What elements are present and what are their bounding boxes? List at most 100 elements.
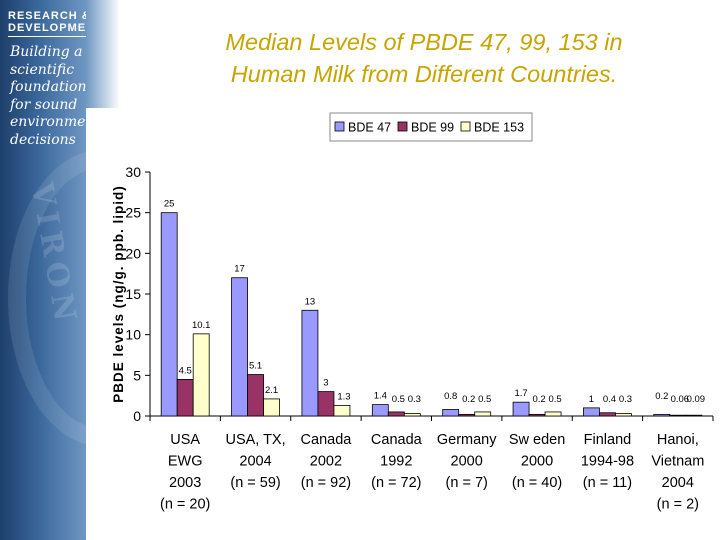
data-label: 10.1 <box>192 320 211 331</box>
tagline-line: scientific <box>10 61 75 78</box>
x-category-label: Germany <box>437 432 497 448</box>
legend-label: BDE 47 <box>348 121 391 135</box>
bar-bde-153 <box>685 414 703 417</box>
tagline-line: for sound <box>10 96 78 113</box>
y-tick-label: 20 <box>125 245 141 261</box>
x-category-label: (n = 7) <box>446 475 488 491</box>
data-label: 0.3 <box>619 394 632 405</box>
x-category-label: 2002 <box>310 454 342 470</box>
x-category-label: 1992 <box>380 454 412 470</box>
data-label: 0.2 <box>655 391 668 402</box>
x-category-label: USA <box>170 432 200 448</box>
legend-swatch <box>460 121 471 132</box>
data-label: 5.1 <box>249 361 262 372</box>
data-label: 1 <box>589 394 594 405</box>
data-label: 1.4 <box>374 391 387 402</box>
data-label: 0.5 <box>548 394 561 405</box>
data-label: 0.4 <box>603 394 616 405</box>
x-category-label: 2004 <box>239 454 271 470</box>
data-label: 0.2 <box>462 394 475 405</box>
tagline-line: foundation <box>10 79 87 95</box>
x-category-label: (n = 2) <box>657 497 699 513</box>
x-category-label: Canada <box>301 432 353 448</box>
data-label: 0.5 <box>478 394 491 405</box>
data-label: 1.3 <box>337 391 350 402</box>
x-category-label: Canada <box>371 432 423 448</box>
tagline-line: Building a <box>10 44 83 60</box>
x-category-label: Sw eden <box>509 432 565 448</box>
bar-bde-47 <box>653 413 671 417</box>
bar-bde-99 <box>669 414 687 417</box>
data-label: 0.5 <box>392 394 405 405</box>
x-category-label: 1994-98 <box>581 454 634 470</box>
brand-tagline: Building a scientific foundation for sou… <box>10 44 120 149</box>
data-label: 2.1 <box>265 385 278 396</box>
x-category-label: (n = 11) <box>583 475 632 491</box>
y-tick-label: 0 <box>133 408 141 424</box>
x-category-label: EWG <box>168 454 203 470</box>
bar-bde-153 <box>474 411 492 417</box>
bar-bde-47 <box>160 212 178 417</box>
bar-bde-99 <box>458 413 476 417</box>
slide-title-line1: Median Levels of PBDE 47, 99, 153 in <box>225 29 623 55</box>
brand-divider <box>8 36 104 37</box>
bar-bde-99 <box>599 412 616 417</box>
data-label: 0.06 <box>671 394 690 405</box>
x-category-label: Vietnam <box>651 454 704 470</box>
x-category-label: USA, TX, <box>225 432 285 448</box>
bar-bde-47 <box>231 277 248 417</box>
x-category-label: 2003 <box>169 475 201 491</box>
x-category-label: (n = 40) <box>512 475 562 491</box>
data-label: 1.7 <box>514 388 527 399</box>
data-label: 0.09 <box>687 394 706 405</box>
data-label: 17 <box>234 264 245 275</box>
y-tick-label: 10 <box>125 327 141 343</box>
side-panel: VIRON RESEARCH & DEVELOPMENT Building a … <box>0 0 194 540</box>
x-category-label: (n = 20) <box>160 497 210 513</box>
data-label: 4.5 <box>179 365 192 376</box>
bar-bde-153 <box>333 405 351 417</box>
bar-bde-153 <box>544 411 562 417</box>
legend-swatch <box>334 121 345 132</box>
data-label: 0.3 <box>408 394 421 405</box>
brand-title-line1: RESEARCH & <box>8 10 91 22</box>
slide-title: Median Levels of PBDE 47, 99, 153 in Hum… <box>150 26 698 90</box>
tagline-line: decisions <box>10 131 76 148</box>
bar-bde-153 <box>615 413 632 417</box>
y-tick-label: 15 <box>125 286 141 302</box>
bar-bde-99 <box>387 411 405 417</box>
y-tick-label: 30 <box>125 164 141 180</box>
bar-bde-47 <box>512 401 530 417</box>
x-category-label: (n = 72) <box>371 475 421 491</box>
bar-bde-47 <box>442 409 460 417</box>
bar-bde-99 <box>247 374 264 417</box>
x-category-label: 2004 <box>662 475 694 491</box>
x-category-label: (n = 92) <box>301 475 351 491</box>
data-label: 0.8 <box>444 391 457 402</box>
brand-title-line2: DEVELOPMENT <box>8 22 103 34</box>
x-category-label: 2000 <box>521 454 553 470</box>
bar-bde-47 <box>301 309 319 417</box>
data-label: 0.2 <box>532 394 545 405</box>
bar-bde-153 <box>403 413 421 417</box>
data-label: 13 <box>305 296 316 307</box>
slide-title-line2: Human Milk from Different Countries. <box>230 61 618 87</box>
x-category-label: Finland <box>584 432 632 448</box>
bar-bde-99 <box>317 391 335 417</box>
legend-swatch <box>397 121 408 132</box>
bar-bde-153 <box>192 333 210 417</box>
bar-bde-153 <box>263 398 280 417</box>
bar-bde-99 <box>176 378 194 417</box>
legend-label: BDE 99 <box>411 121 454 135</box>
y-axis-title: PBDE levels (ng/g. ppb. lipid) <box>111 185 126 403</box>
data-label: 3 <box>323 378 328 389</box>
data-label: 25 <box>164 199 175 210</box>
bar-bde-47 <box>583 407 600 417</box>
legend-box <box>329 112 533 142</box>
x-category-label: 2000 <box>451 454 483 470</box>
bar-bde-99 <box>528 413 546 417</box>
bar-bde-47 <box>371 404 389 417</box>
x-category-label: (n = 59) <box>230 475 280 491</box>
tagline-line: environment <box>10 114 101 130</box>
